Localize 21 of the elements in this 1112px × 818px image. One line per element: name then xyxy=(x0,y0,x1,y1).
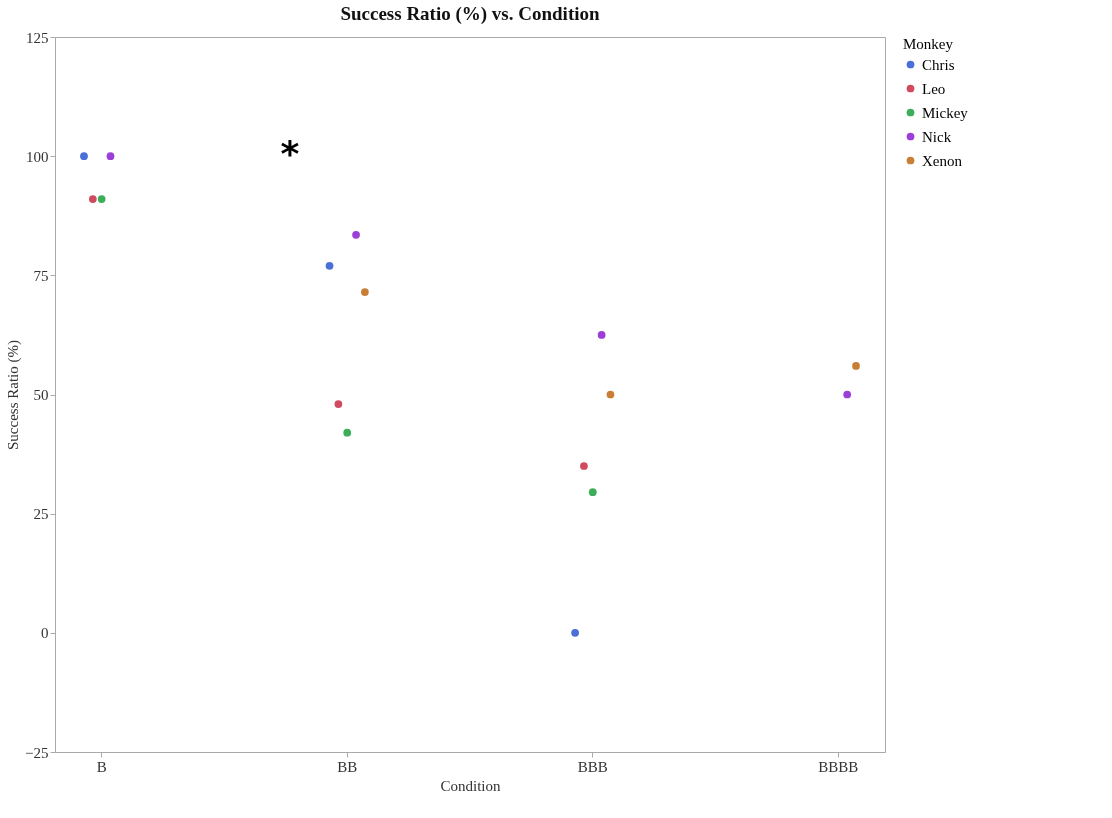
legend-label: Mickey xyxy=(922,104,969,121)
chart-title: Success Ratio (%) vs. Condition xyxy=(340,3,601,25)
legend-label: Nick xyxy=(922,128,952,145)
annotation: * xyxy=(280,133,300,174)
x-tick-label: BBBB xyxy=(818,758,859,775)
y-tick-label: 125 xyxy=(26,29,49,46)
x-tick-label: BBB xyxy=(577,758,608,775)
y-tick-label: 0 xyxy=(41,625,49,642)
y-tick-label: 25 xyxy=(33,506,49,523)
y-tick-label: 75 xyxy=(33,267,49,284)
legend-label: Xenon xyxy=(922,152,963,169)
x-tick-label: B xyxy=(96,758,107,775)
y-tick-label: 100 xyxy=(26,148,49,165)
x-tick-label: BB xyxy=(337,758,358,775)
legend-label: Chris xyxy=(922,56,955,73)
x-axis-title: Condition xyxy=(440,777,501,794)
legend-label: Leo xyxy=(922,80,946,97)
y-tick-label: −25 xyxy=(25,744,49,761)
y-axis-title: Success Ratio (%) xyxy=(5,340,23,450)
legend-title: Monkey xyxy=(903,36,954,52)
y-tick-label: 50 xyxy=(33,387,49,403)
